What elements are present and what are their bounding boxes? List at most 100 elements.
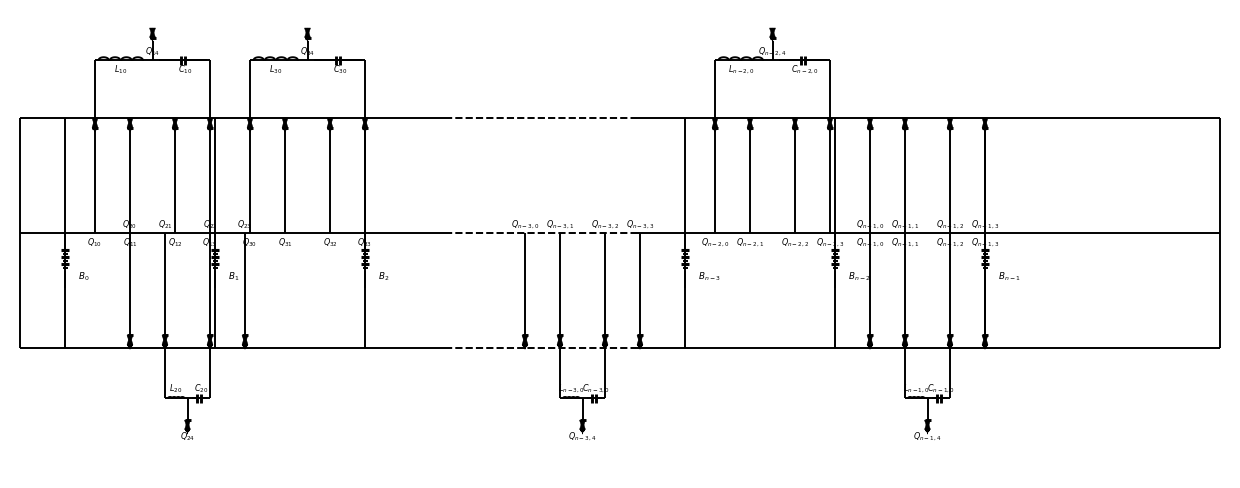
Text: $Q_{21}$: $Q_{21}$ xyxy=(157,218,172,231)
Text: $Q_{n-1,3}$: $Q_{n-1,3}$ xyxy=(971,236,999,248)
Polygon shape xyxy=(925,420,930,430)
Text: $L_{20}$: $L_{20}$ xyxy=(169,382,182,394)
Polygon shape xyxy=(982,335,988,345)
Text: $Q_{n-3,3}$: $Q_{n-3,3}$ xyxy=(626,219,655,231)
Polygon shape xyxy=(867,119,873,128)
Text: $L_{n-2,0}$: $L_{n-2,0}$ xyxy=(728,64,754,76)
Text: $B_1$: $B_1$ xyxy=(228,270,239,283)
Polygon shape xyxy=(305,29,310,39)
Text: $Q_{n-1,3}$: $Q_{n-1,3}$ xyxy=(971,219,999,231)
Polygon shape xyxy=(901,119,908,128)
Text: $Q_{33}$: $Q_{33}$ xyxy=(357,236,372,249)
Polygon shape xyxy=(712,119,718,128)
Polygon shape xyxy=(207,335,213,345)
Text: $Q_{n-1,4}$: $Q_{n-1,4}$ xyxy=(914,430,941,442)
Text: $Q_{13}$: $Q_{13}$ xyxy=(202,236,217,249)
Polygon shape xyxy=(305,29,310,39)
Polygon shape xyxy=(601,335,608,345)
Polygon shape xyxy=(901,335,908,345)
Polygon shape xyxy=(637,335,644,345)
Polygon shape xyxy=(770,29,775,39)
Polygon shape xyxy=(162,335,167,345)
Polygon shape xyxy=(150,29,155,39)
Text: $Q_{20}$: $Q_{20}$ xyxy=(123,218,138,231)
Text: $Q_{31}$: $Q_{31}$ xyxy=(278,236,293,249)
Polygon shape xyxy=(827,119,833,128)
Polygon shape xyxy=(207,119,213,128)
Polygon shape xyxy=(362,119,368,128)
Polygon shape xyxy=(982,335,988,345)
Polygon shape xyxy=(947,119,954,128)
Polygon shape xyxy=(925,420,930,430)
Polygon shape xyxy=(557,335,563,345)
Text: $L_{n-3,0}$: $L_{n-3,0}$ xyxy=(558,382,584,394)
Text: $Q_{n-2,4}$: $Q_{n-2,4}$ xyxy=(759,46,786,58)
Polygon shape xyxy=(947,335,954,345)
Text: $C_{20}$: $C_{20}$ xyxy=(195,382,208,394)
Polygon shape xyxy=(172,119,179,128)
Text: $B_{n-3}$: $B_{n-3}$ xyxy=(698,270,720,283)
Text: $Q_{n-2,2}$: $Q_{n-2,2}$ xyxy=(781,236,808,248)
Text: $L_{n-1,0}$: $L_{n-1,0}$ xyxy=(903,382,929,394)
Polygon shape xyxy=(792,119,799,128)
Text: $C_{30}$: $C_{30}$ xyxy=(332,63,347,76)
Polygon shape xyxy=(242,335,248,345)
Text: $Q_{30}$: $Q_{30}$ xyxy=(243,236,258,249)
Text: $Q_{n-2,1}$: $Q_{n-2,1}$ xyxy=(735,236,764,248)
Text: $B_{n-2}$: $B_{n-2}$ xyxy=(848,270,870,283)
Polygon shape xyxy=(247,119,253,128)
Polygon shape xyxy=(792,119,799,128)
Polygon shape xyxy=(242,335,248,345)
Text: $C_{n-3,0}$: $C_{n-3,0}$ xyxy=(583,382,610,394)
Polygon shape xyxy=(901,335,908,345)
Polygon shape xyxy=(982,119,988,128)
Text: $B_{n-1}$: $B_{n-1}$ xyxy=(998,270,1021,283)
Text: $C_{n-1,0}$: $C_{n-1,0}$ xyxy=(928,382,955,394)
Polygon shape xyxy=(162,335,167,345)
Polygon shape xyxy=(867,119,873,128)
Polygon shape xyxy=(92,119,98,128)
Polygon shape xyxy=(185,420,191,430)
Text: $C_{n-2,0}$: $C_{n-2,0}$ xyxy=(791,64,818,76)
Text: $Q_{n-1,1}$: $Q_{n-1,1}$ xyxy=(890,236,919,248)
Polygon shape xyxy=(947,119,954,128)
Polygon shape xyxy=(207,119,213,128)
Polygon shape xyxy=(901,119,908,128)
Polygon shape xyxy=(281,119,288,128)
Polygon shape xyxy=(982,119,988,128)
Polygon shape xyxy=(746,119,753,128)
Text: $Q_{24}$: $Q_{24}$ xyxy=(180,430,195,442)
Polygon shape xyxy=(327,119,334,128)
Text: $Q_{22}$: $Q_{22}$ xyxy=(202,218,217,231)
Text: $Q_{n-1,2}$: $Q_{n-1,2}$ xyxy=(936,219,963,231)
Polygon shape xyxy=(601,335,608,345)
Polygon shape xyxy=(172,119,179,128)
Text: $Q_{n-1,0}$: $Q_{n-1,0}$ xyxy=(856,236,884,248)
Text: $Q_{n-2,3}$: $Q_{n-2,3}$ xyxy=(816,236,844,248)
Polygon shape xyxy=(185,420,191,430)
Text: $L_{30}$: $L_{30}$ xyxy=(269,63,283,76)
Text: $Q_{n-3,0}$: $Q_{n-3,0}$ xyxy=(511,219,539,231)
Text: $Q_{n-1,2}$: $Q_{n-1,2}$ xyxy=(936,236,963,248)
Text: $Q_{n-3,2}$: $Q_{n-3,2}$ xyxy=(591,219,619,231)
Polygon shape xyxy=(947,335,954,345)
Text: $C_{10}$: $C_{10}$ xyxy=(177,63,192,76)
Polygon shape xyxy=(746,119,753,128)
Polygon shape xyxy=(126,119,133,128)
Polygon shape xyxy=(150,29,155,39)
Text: $Q_{n-1,0}$: $Q_{n-1,0}$ xyxy=(856,219,884,231)
Polygon shape xyxy=(637,335,644,345)
Text: $Q_{n-1,1}$: $Q_{n-1,1}$ xyxy=(890,219,919,231)
Polygon shape xyxy=(557,335,563,345)
Text: $Q_{11}$: $Q_{11}$ xyxy=(123,236,138,249)
Polygon shape xyxy=(867,335,873,345)
Polygon shape xyxy=(867,335,873,345)
Polygon shape xyxy=(126,119,133,128)
Text: $B_2$: $B_2$ xyxy=(378,270,389,283)
Text: $Q_{34}$: $Q_{34}$ xyxy=(300,46,315,58)
Text: $Q_{n-3,1}$: $Q_{n-3,1}$ xyxy=(546,219,574,231)
Polygon shape xyxy=(579,420,585,430)
Polygon shape xyxy=(712,119,718,128)
Text: $B_0$: $B_0$ xyxy=(78,270,89,283)
Text: $Q_{23}$: $Q_{23}$ xyxy=(238,218,253,231)
